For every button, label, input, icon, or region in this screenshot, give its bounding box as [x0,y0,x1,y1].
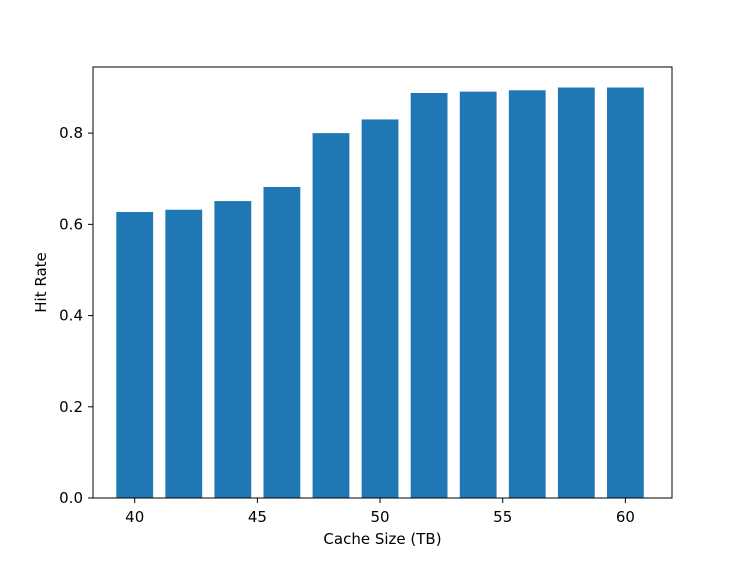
y-tick-label: 0.2 [59,398,83,416]
bar [508,90,546,498]
plot-area-frame [92,66,673,499]
x-tick-label: 60 [616,508,635,526]
y-axis-ticks: 0.0 0.2 0.4 0.6 0.8 [59,124,93,507]
bar [557,87,595,499]
y-tick-label: 0.6 [59,215,83,233]
x-axis-label: Cache Size (TB) [323,530,441,548]
x-axis-ticks: 40 45 50 55 60 [125,498,635,526]
x-tick-label: 50 [370,508,389,526]
y-tick-label: 0.0 [59,489,83,507]
y-tick-label: 0.8 [59,124,83,142]
bar [263,186,301,498]
bar [116,212,154,498]
x-tick-label: 55 [493,508,512,526]
x-tick-label: 40 [125,508,144,526]
bar [361,119,399,498]
bar-series [116,87,644,499]
bar [459,91,497,498]
x-tick-label: 45 [248,508,267,526]
y-axis-label: Hit Rate [32,252,50,313]
bar [165,209,203,498]
bar [410,93,448,498]
bar [312,133,350,498]
y-tick-label: 0.4 [59,307,83,325]
bar [606,87,644,499]
bar [214,201,252,498]
